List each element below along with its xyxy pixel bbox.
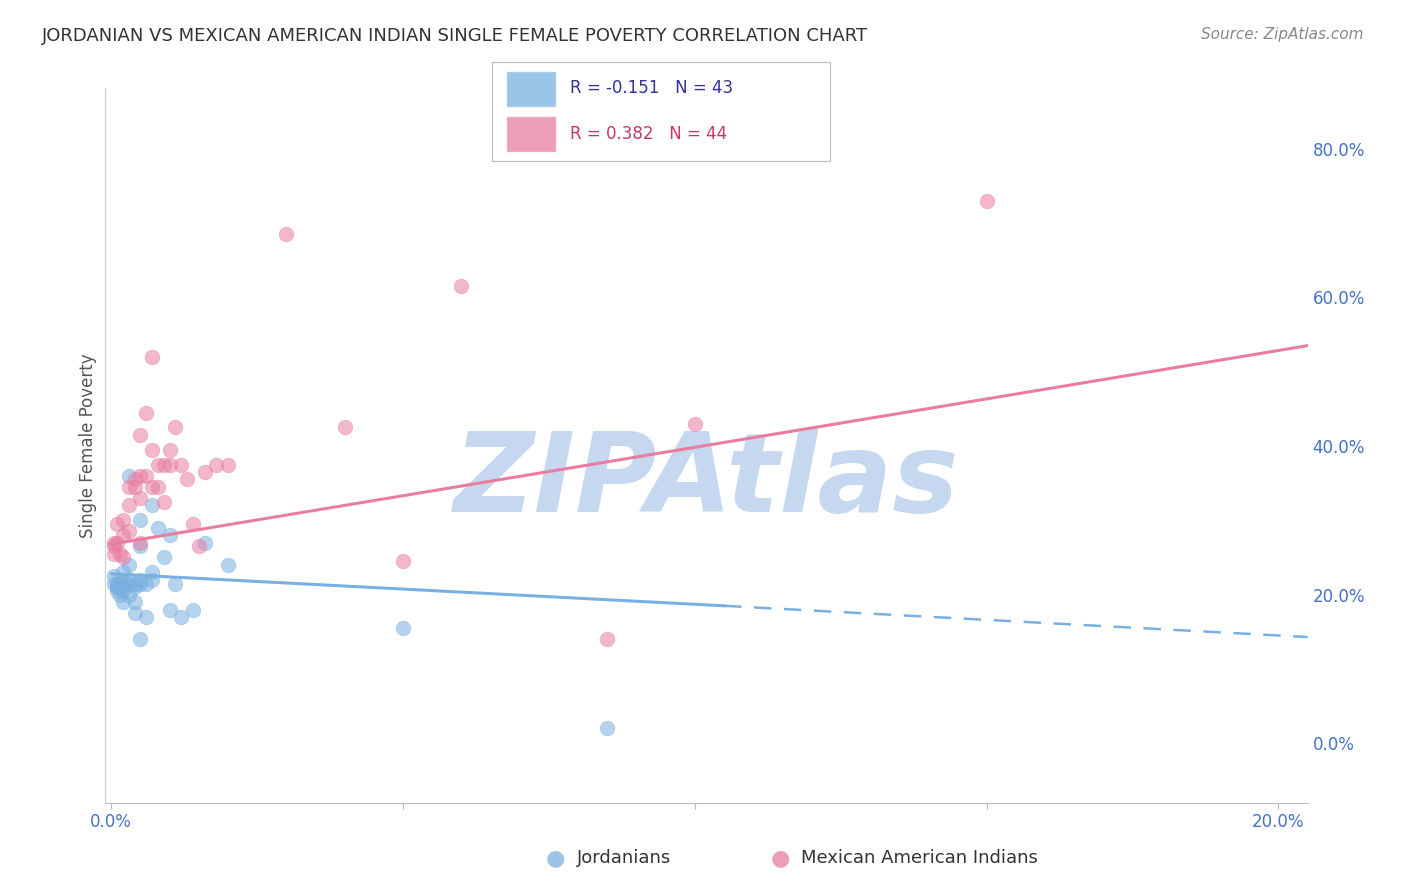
Point (596, 632, 619, 647)
Point (111, 566, 134, 580)
Point (596, 722, 619, 736)
Point (129, 468, 152, 483)
Point (165, 576, 187, 591)
Point (103, 535, 125, 549)
Point (108, 573, 131, 587)
Point (103, 569, 125, 583)
Point (141, 350, 163, 364)
Point (111, 576, 134, 591)
Point (141, 442, 163, 457)
Point (105, 580, 128, 594)
Point (118, 499, 141, 513)
Point (108, 588, 131, 602)
Point (153, 458, 176, 472)
Point (118, 524, 141, 539)
Point (111, 595, 134, 609)
Point (194, 465, 217, 479)
Point (124, 576, 146, 591)
Text: JORDANIAN VS MEXICAN AMERICAN INDIAN SINGLE FEMALE POVERTY CORRELATION CHART: JORDANIAN VS MEXICAN AMERICAN INDIAN SIN… (42, 27, 869, 45)
Point (129, 632, 152, 647)
Point (141, 573, 163, 587)
Point (124, 607, 146, 621)
Point (392, 621, 415, 635)
Point (129, 491, 152, 505)
Point (165, 420, 187, 434)
Point (450, 279, 472, 293)
Point (187, 539, 209, 553)
Point (153, 494, 176, 508)
Point (146, 480, 169, 494)
Point (118, 573, 141, 587)
Point (105, 583, 128, 598)
Point (108, 547, 131, 561)
Point (105, 580, 128, 594)
Point (170, 610, 193, 624)
Text: Jordanians: Jordanians (576, 849, 671, 867)
Point (124, 595, 146, 609)
Point (205, 458, 228, 472)
Point (129, 427, 152, 442)
Y-axis label: Single Female Poverty: Single Female Poverty (79, 354, 97, 538)
Point (135, 610, 157, 624)
Point (146, 521, 169, 535)
Point (159, 602, 181, 616)
Point (135, 405, 157, 419)
Point (194, 535, 217, 549)
Text: R = -0.151   N = 43: R = -0.151 N = 43 (569, 79, 733, 97)
Point (124, 480, 146, 494)
Point (159, 442, 181, 457)
Point (129, 535, 152, 549)
Point (129, 576, 152, 591)
Text: ●: ● (546, 848, 565, 868)
Point (118, 468, 141, 483)
Point (103, 539, 125, 553)
Point (118, 558, 141, 572)
Point (118, 588, 141, 602)
Point (111, 513, 134, 527)
Point (118, 480, 141, 494)
Point (129, 539, 152, 553)
Point (111, 583, 134, 598)
Point (129, 573, 152, 587)
Point (111, 550, 134, 565)
Point (159, 528, 181, 542)
Text: Mexican American Indians: Mexican American Indians (801, 849, 1038, 867)
Point (111, 528, 134, 542)
Point (217, 458, 239, 472)
Text: ZIPAtlas: ZIPAtlas (454, 428, 959, 535)
Point (181, 602, 204, 616)
Point (276, 227, 298, 241)
Point (153, 550, 176, 565)
Text: ●: ● (770, 848, 790, 868)
Point (976, 194, 998, 208)
Point (146, 458, 169, 472)
Point (118, 576, 141, 591)
Point (141, 480, 163, 494)
Point (141, 499, 163, 513)
Point (176, 473, 198, 487)
Point (333, 420, 356, 434)
Bar (506, 117, 557, 152)
Point (181, 516, 204, 531)
Point (103, 576, 125, 591)
Point (141, 566, 163, 580)
Point (217, 558, 239, 572)
Point (135, 576, 157, 591)
Point (124, 580, 146, 594)
Point (392, 554, 415, 568)
Point (105, 535, 128, 549)
Point (135, 468, 157, 483)
Text: Source: ZipAtlas.com: Source: ZipAtlas.com (1201, 27, 1364, 42)
Point (103, 547, 125, 561)
Point (159, 458, 181, 472)
Point (105, 576, 128, 591)
Point (111, 580, 134, 594)
Point (683, 417, 706, 431)
Bar (506, 71, 557, 107)
Point (105, 516, 128, 531)
Point (170, 458, 193, 472)
Text: R = 0.382   N = 44: R = 0.382 N = 44 (569, 125, 727, 143)
Point (129, 513, 152, 527)
Point (124, 473, 146, 487)
